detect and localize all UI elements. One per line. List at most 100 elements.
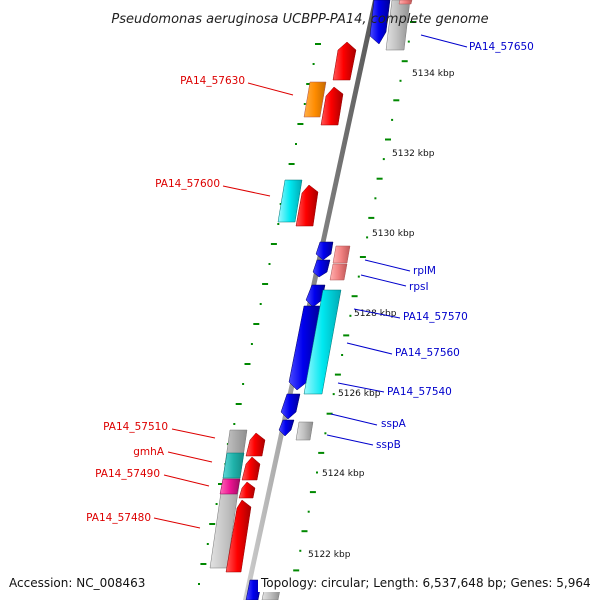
scale-label: 5132 kbp [392, 149, 435, 159]
gene-arrow[interactable] [332, 41, 357, 81]
gene-label[interactable]: PA14_57650 [469, 41, 534, 53]
gene-arrow[interactable] [238, 481, 256, 499]
gene-label[interactable]: PA14_57600 [155, 178, 220, 190]
gene-arrow[interactable] [288, 305, 321, 391]
scale-label: 5124 kbp [322, 469, 365, 479]
guide-dot [385, 138, 391, 141]
gene-arrow[interactable] [305, 284, 326, 308]
gene-arrow[interactable] [329, 263, 348, 281]
guide-dot [270, 243, 277, 245]
guide-dot [250, 343, 253, 345]
guide-dot [277, 223, 280, 225]
guide-dot [200, 563, 207, 565]
guide-dot [299, 549, 302, 552]
leader-lines-left [153, 82, 294, 529]
guide-dot [268, 263, 271, 265]
guide-dot [233, 423, 236, 425]
gene-label[interactable]: PA14_57490 [95, 468, 160, 480]
guide-dot [349, 314, 352, 317]
gene-arrow[interactable] [398, 0, 413, 5]
map-title: Pseudomonas aeruginosa UCBPP-PA14, compl… [111, 12, 488, 27]
guide-dot [316, 471, 318, 474]
guide-dot [366, 236, 369, 239]
guide-dot [359, 256, 366, 258]
guide-dots [198, 21, 416, 591]
guide-dot [218, 483, 224, 485]
guide-dot [301, 530, 308, 533]
footer-backdrop [258, 574, 594, 592]
guide-dot [393, 99, 400, 102]
guide-dot [295, 143, 297, 145]
gene-arrow[interactable] [277, 179, 303, 223]
scale-label: 5128 kbp [354, 309, 397, 319]
guide-dot [198, 583, 200, 585]
leader-lines-right [326, 34, 468, 446]
guide-dot [332, 393, 335, 396]
gene-label[interactable]: PA14_57510 [103, 421, 168, 433]
gene-arrow[interactable] [332, 245, 351, 264]
gene-arrow[interactable] [315, 241, 334, 261]
gene-arrow[interactable] [225, 499, 252, 573]
guide-dot [368, 216, 375, 219]
guide-dot [324, 432, 327, 435]
guide-dot [315, 43, 321, 45]
guide-dot [242, 383, 245, 385]
guide-dot [244, 363, 251, 365]
gene-arrow[interactable] [280, 393, 301, 420]
gene-arrow[interactable] [385, 0, 411, 51]
scale-label: 5122 kbp [308, 550, 351, 560]
guide-dot [382, 158, 385, 161]
guide-dot [357, 275, 360, 278]
gene-arrow[interactable] [295, 421, 314, 441]
guide-dot [376, 177, 383, 180]
guide-dot [407, 40, 410, 43]
guide-dot [351, 295, 358, 298]
scale-label: 5134 kbp [412, 69, 455, 79]
gene-arrow[interactable] [245, 432, 266, 457]
guide-dot [391, 118, 394, 121]
guide-dot [401, 60, 408, 63]
guide-dot [374, 197, 377, 200]
guide-dot [206, 543, 209, 545]
guide-dot [341, 354, 344, 356]
guide-dot [303, 103, 306, 105]
genes-forward-strand [209, 41, 357, 573]
gene-label[interactable]: sspA [381, 418, 407, 430]
gene-arrow[interactable] [241, 456, 261, 481]
gene-arrow[interactable] [303, 81, 327, 118]
gene-label[interactable]: PA14_57560 [395, 347, 460, 359]
gene-label[interactable]: PA14_57480 [86, 512, 151, 524]
guide-dot [215, 503, 218, 505]
gene-arrow[interactable] [222, 452, 245, 479]
gene-arrow[interactable] [219, 478, 241, 495]
gene-arrow[interactable] [320, 86, 344, 126]
guide-dot [410, 21, 416, 23]
gene-label[interactable]: sspB [376, 439, 401, 451]
gene-arrow[interactable] [278, 419, 295, 437]
topology-text: Topology: circular; Length: 6,537,648 bp… [260, 576, 591, 590]
guide-dot [262, 283, 269, 285]
gene-label[interactable]: gmhA [133, 446, 165, 458]
gene-label[interactable]: PA14_57570 [403, 311, 468, 323]
gene-arrow[interactable] [312, 259, 331, 278]
gene-arrow[interactable] [303, 289, 342, 395]
genes-reverse-strand [245, 0, 413, 600]
gene-label[interactable]: rpsI [409, 281, 429, 293]
guide-dot [259, 303, 262, 305]
guide-dot [318, 451, 325, 454]
gene-label[interactable]: rplM [413, 265, 436, 277]
gene-label[interactable]: PA14_57630 [180, 75, 245, 87]
guide-dot [326, 412, 333, 415]
guide-dot [309, 491, 316, 494]
guide-dot [235, 403, 242, 405]
gene-arrow[interactable] [369, 0, 391, 45]
guide-dot [297, 123, 304, 125]
gene-labels-right: PA14_57650 rplM rpsI PA14_57570 PA14_575… [376, 41, 534, 451]
guide-dot [307, 510, 310, 513]
gene-label[interactable]: PA14_57540 [387, 386, 452, 398]
scale-labels: 5134 kbp 5132 kbp 5130 kbp 5128 kbp 5126… [308, 69, 455, 560]
gene-labels-left: PA14_57630 PA14_57600 PA14_57510 gmhA PA… [86, 75, 245, 524]
gene-arrow[interactable] [295, 184, 319, 227]
scale-label: 5130 kbp [372, 229, 415, 239]
